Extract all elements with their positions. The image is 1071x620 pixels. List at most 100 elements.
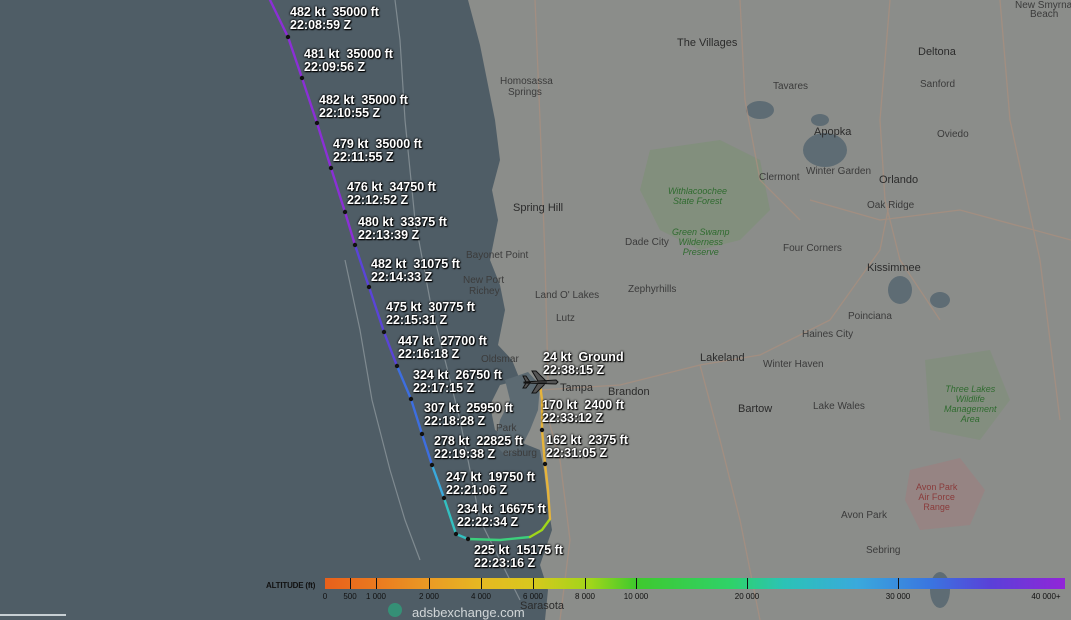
label-time: 22:08:59 Z [290,18,352,32]
place-orlando: Orlando [879,174,919,186]
label-alt: 26750 ft [455,368,502,382]
label-alt: 16675 ft [499,502,546,516]
track-label-8: 447 kt 27700 ft 22:16:18 Z [398,335,487,361]
tampa-bay [495,372,540,455]
place-petersburg: ersburg [503,448,537,459]
label-time: 22:38:15 Z [543,363,605,377]
label-alt: 33375 ft [400,215,447,229]
avon-af-line1: Avon Park [916,482,958,492]
track-label-16: 170 kt 2400 ft 22:33:12 Z [542,399,624,425]
place-beach: Beach [1030,9,1059,20]
aircraft-icon[interactable] [520,369,560,395]
label-alt: 35000 ft [332,5,379,19]
wildlife-area [925,350,1010,440]
place-avon-park: Avon Park [841,510,887,521]
legend-tick-label: 2 000 [418,592,440,601]
place-homosassa: Homosassa [500,76,553,87]
label-speed: 170 kt [542,398,578,412]
label-alt: 22825 ft [476,434,523,448]
place-land-o-lakes: Land O' Lakes [535,290,600,301]
label-alt: Ground [578,350,624,364]
label-speed: 278 kt [434,434,470,448]
label-time: 22:11:55 Z [333,150,394,164]
track-label-6: 482 kt 31075 ft 22:14:33 Z [371,258,460,284]
lake-1 [803,133,847,167]
scale-bar [0,614,66,616]
place-three-lakes: Three Lakes Wildlife Management Area [944,384,997,424]
legend-tick-mark [585,578,586,589]
label-speed: 480 kt [358,215,394,229]
track-label-17: 24 kt Ground 22:38:15 Z [543,351,624,377]
place-lake-wales: Lake Wales [813,401,865,412]
legend-tick-label: 40 000+ [1031,592,1061,601]
offshore-boundary-2 [344,259,421,561]
place-withlacoochee: Withlacoochee State Forest [668,186,727,206]
place-spring-hill: Spring Hill [513,202,564,214]
lake-3 [888,276,912,304]
label-alt: 2400 ft [584,398,625,412]
label-alt: 19750 ft [488,470,535,484]
label-alt: 34750 ft [389,180,436,194]
track-label-3: 479 kt 35000 ft 22:11:55 Z [333,138,422,164]
place-sarasota: Sarasota [520,600,565,612]
lake-5 [811,114,829,126]
track-label-13: 234 kt 16675 ft 22:22:34 Z [457,503,546,529]
place-new-port: New Port [463,275,505,286]
label-time: 22:18:28 Z [424,414,486,428]
place-four-corners: Four Corners [783,243,842,254]
label-time: 22:12:52 Z [347,193,409,207]
florida-land [468,0,1071,620]
label-time: 22:14:33 Z [371,270,433,284]
label-alt: 27700 ft [440,334,487,348]
label-alt: 15175 ft [516,543,563,557]
legend-tick-label: 6 000 [522,592,544,601]
place-brandon: Brandon [608,386,650,398]
three-lakes-line2: Wildlife [955,394,985,404]
altitude-legend: ALTITUDE (ft) 0 500 1 000 2 000 4 000 6 … [262,576,1067,616]
legend-tick-label: 10 000 [623,592,649,601]
track-waypoints [285,34,548,542]
place-oak-ridge: Oak Ridge [867,200,915,211]
green-swamp-line1: Green Swamp [672,227,730,237]
label-time: 22:10:55 Z [319,106,381,120]
label-speed: 234 kt [457,502,493,516]
legend-tick-mark [636,578,637,589]
place-avon-park-af-range: Avon Park Air Force Range [916,482,957,512]
legend-tick-label: 8 000 [574,592,596,601]
track-label-4: 476 kt 34750 ft 22:12:52 Z [347,181,436,207]
legend-tick-mark [481,578,482,589]
track-label-2: 482 kt 35000 ft 22:10:55 Z [319,94,408,120]
place-clermont: Clermont [759,172,800,183]
place-dade-city: Dade City [625,237,669,248]
label-time: 22:17:15 Z [413,381,475,395]
track-label-1: 481 kt 35000 ft 22:09:56 Z [304,48,393,74]
place-green-swamp: Green Swamp Wilderness Preserve [672,227,730,257]
legend-tick-label: 4 000 [470,592,492,601]
label-alt: 35000 ft [375,137,422,151]
three-lakes-line3: Management [944,404,997,414]
adsbexchange-logo-icon [388,603,402,617]
place-kissimmee: Kissimmee [867,262,921,274]
forest-area [640,140,770,250]
label-time: 22:33:12 Z [542,411,604,425]
place-deltona: Deltona [918,46,956,58]
label-speed: 24 kt [543,350,572,364]
label-alt: 2375 ft [588,433,629,447]
legend-tick-label: 500 [343,592,357,601]
label-time: 22:21:06 Z [446,483,508,497]
label-speed: 479 kt [333,137,369,151]
track-label-15: 162 kt 2375 ft 22:31:05 Z [546,434,628,460]
avon-park-range [905,458,985,530]
withlacoochee-line2: State Forest [672,196,722,206]
track-label-0: 482 kt 35000 ft 22:08:59 Z [290,6,379,32]
track-label-7: 475 kt 30775 ft 22:15:31 Z [386,301,475,327]
track-label-12: 247 kt 19750 ft 22:21:06 Z [446,471,535,497]
place-lutz: Lutz [556,313,575,324]
withlacoochee-line1: Withlacoochee [668,186,727,196]
label-speed: 482 kt [371,257,407,271]
place-bayonet-point: Bayonet Point [466,250,529,261]
label-alt: 35000 ft [346,47,393,61]
label-time: 22:15:31 Z [386,313,448,327]
place-winter-haven: Winter Haven [763,359,824,370]
